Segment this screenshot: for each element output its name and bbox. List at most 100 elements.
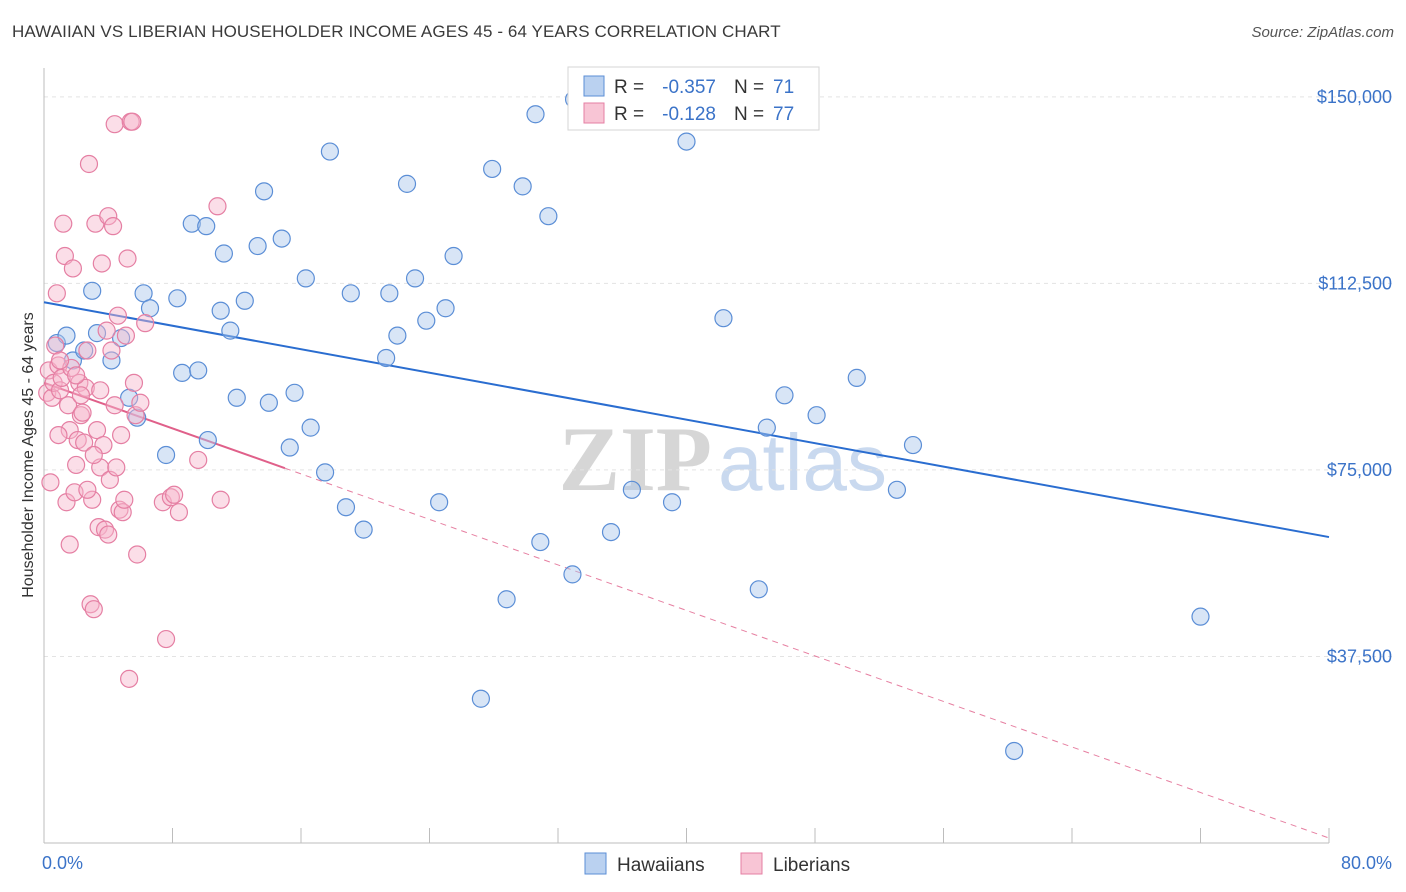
data-points bbox=[38, 90, 1210, 761]
point-liberians bbox=[91, 381, 110, 400]
point-liberians bbox=[50, 351, 70, 370]
point-hawaiians bbox=[405, 269, 425, 288]
point-liberians bbox=[73, 403, 92, 422]
point-hawaiians bbox=[887, 480, 907, 499]
point-liberians bbox=[75, 433, 94, 452]
point-liberians bbox=[116, 326, 136, 345]
point-hawaiians bbox=[531, 532, 550, 552]
point-hawaiians bbox=[248, 236, 267, 256]
axes bbox=[43, 68, 1330, 844]
point-hawaiians bbox=[513, 177, 532, 196]
bottom-legend-label-liberians: Liberians bbox=[773, 855, 850, 876]
point-hawaiians bbox=[320, 142, 340, 161]
legend-n-value: 77 bbox=[773, 104, 794, 125]
point-hawaiians bbox=[847, 368, 866, 387]
point-hawaiians bbox=[341, 284, 360, 303]
point-liberians bbox=[47, 284, 66, 303]
point-liberians bbox=[102, 341, 121, 360]
x-tick-label-min: 0.0% bbox=[42, 853, 83, 873]
point-liberians bbox=[115, 490, 134, 509]
bottom-legend-swatch-hawaiians bbox=[584, 852, 607, 875]
watermark-zip: ZIP bbox=[559, 408, 712, 510]
x-tick-label-max: 80.0% bbox=[1341, 853, 1392, 873]
legend-swatch-liberians bbox=[583, 102, 605, 124]
point-hawaiians bbox=[83, 281, 102, 300]
legend-n-label: N = bbox=[734, 77, 764, 98]
point-hawaiians bbox=[436, 299, 455, 318]
point-liberians bbox=[105, 396, 124, 415]
point-liberians bbox=[41, 473, 60, 492]
point-liberians bbox=[78, 480, 97, 499]
point-hawaiians bbox=[198, 430, 217, 450]
point-hawaiians bbox=[563, 565, 582, 584]
point-liberians bbox=[189, 450, 208, 470]
point-hawaiians bbox=[539, 207, 558, 226]
point-hawaiians bbox=[285, 383, 304, 402]
point-hawaiians bbox=[254, 182, 274, 201]
y-tick-label: $150,000 bbox=[1317, 87, 1392, 107]
point-hawaiians bbox=[1191, 607, 1210, 626]
point-hawaiians bbox=[259, 393, 278, 412]
point-liberians bbox=[99, 207, 118, 226]
point-liberians bbox=[94, 435, 113, 455]
point-hawaiians bbox=[380, 284, 399, 303]
y-axis-title: Householder Income Ages 45 - 64 years bbox=[20, 312, 37, 598]
point-hawaiians bbox=[189, 361, 208, 380]
point-hawaiians bbox=[214, 244, 233, 263]
point-liberians bbox=[99, 525, 118, 544]
legend-r-value: -0.357 bbox=[662, 77, 716, 98]
point-hawaiians bbox=[301, 418, 320, 437]
point-liberians bbox=[84, 445, 103, 465]
point-hawaiians bbox=[296, 269, 315, 288]
legend-box bbox=[567, 66, 820, 131]
point-liberians bbox=[103, 217, 123, 236]
point-liberians bbox=[63, 259, 83, 278]
point-liberians bbox=[97, 321, 116, 340]
point-liberians bbox=[169, 503, 189, 522]
point-hawaiians bbox=[235, 291, 254, 310]
legend: R = -0.357 N = 71 R = -0.128 N = 77 bbox=[567, 66, 820, 131]
point-liberians bbox=[136, 314, 155, 333]
point-hawaiians bbox=[601, 522, 621, 542]
point-hawaiians bbox=[903, 435, 923, 455]
point-liberians bbox=[83, 490, 102, 509]
point-hawaiians bbox=[749, 580, 768, 599]
legend-n-value: 71 bbox=[773, 77, 794, 98]
point-liberians bbox=[128, 545, 147, 564]
trend-line-liberians bbox=[43, 381, 286, 470]
x-tick-labels: 0.0% 80.0% bbox=[42, 853, 1392, 873]
point-hawaiians bbox=[714, 309, 733, 328]
point-liberians bbox=[105, 115, 124, 134]
point-hawaiians bbox=[173, 363, 192, 383]
point-hawaiians bbox=[211, 301, 230, 320]
point-hawaiians bbox=[807, 406, 826, 425]
point-hawaiians bbox=[111, 328, 131, 348]
point-liberians bbox=[81, 595, 100, 614]
trend-lines bbox=[43, 301, 1330, 839]
point-liberians bbox=[54, 214, 73, 233]
watermark: ZIP atlas bbox=[559, 408, 887, 510]
point-hawaiians bbox=[197, 217, 216, 236]
point-hawaiians bbox=[168, 289, 187, 308]
point-liberians bbox=[95, 520, 115, 539]
point-liberians bbox=[58, 396, 78, 415]
y-tick-label: $37,500 bbox=[1327, 646, 1392, 666]
legend-r-value: -0.128 bbox=[662, 104, 716, 125]
point-liberians bbox=[79, 154, 99, 174]
point-hawaiians bbox=[388, 326, 407, 345]
point-liberians bbox=[208, 197, 227, 216]
point-liberians bbox=[107, 458, 126, 477]
point-liberians bbox=[156, 629, 176, 649]
point-liberians bbox=[84, 600, 103, 619]
point-liberians bbox=[60, 535, 79, 554]
point-hawaiians bbox=[272, 229, 291, 248]
trend-line-liberians-extension bbox=[284, 467, 1330, 839]
point-hawaiians bbox=[397, 174, 417, 193]
point-hawaiians bbox=[662, 493, 682, 512]
point-hawaiians bbox=[280, 438, 299, 457]
y-tick-label: $112,500 bbox=[1318, 273, 1392, 293]
point-liberians bbox=[165, 485, 184, 504]
point-liberians bbox=[71, 386, 91, 405]
point-hawaiians bbox=[483, 159, 502, 179]
